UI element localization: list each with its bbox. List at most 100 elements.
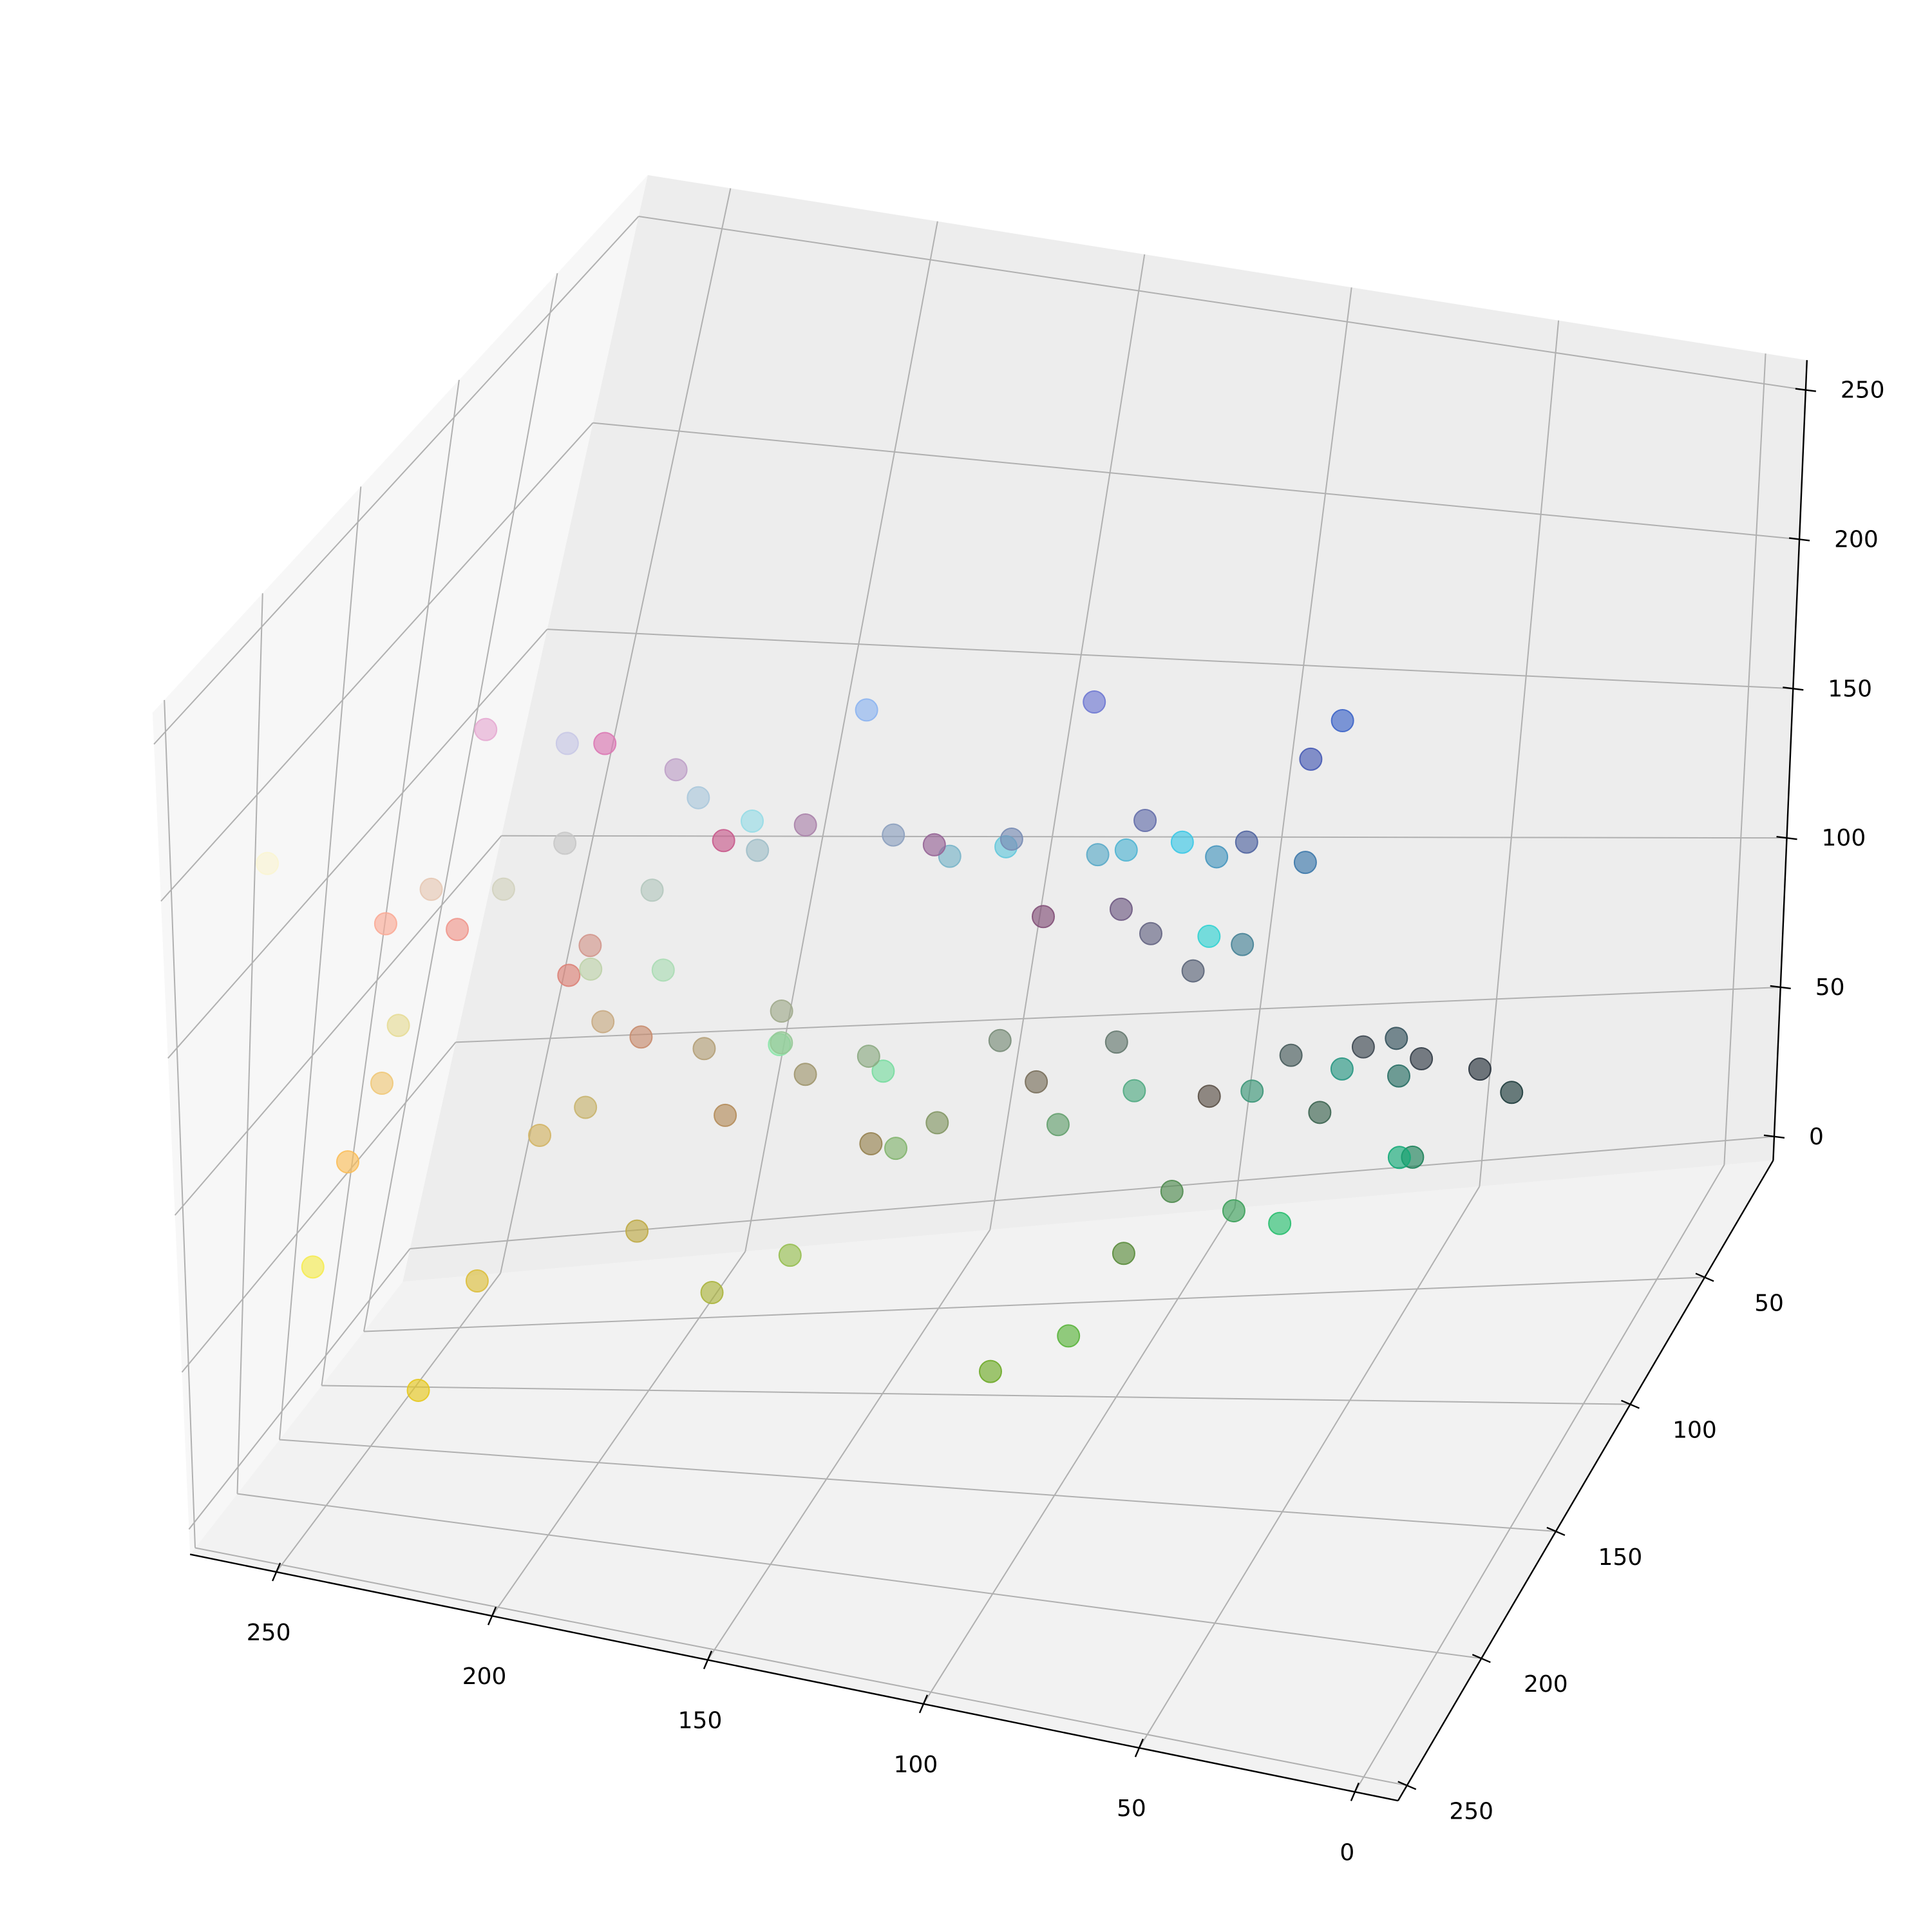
point <box>1104 1030 1128 1054</box>
point <box>712 829 735 853</box>
x-tick <box>1350 1782 1359 1801</box>
grid-line <box>278 486 362 1440</box>
grid-line <box>491 1251 746 1616</box>
point <box>491 877 515 901</box>
point <box>1222 1199 1245 1223</box>
x-tick-label: 100 <box>894 1752 938 1778</box>
point <box>1279 1043 1303 1067</box>
grid-line <box>744 221 938 1252</box>
y-tick <box>1695 1273 1714 1282</box>
point <box>1181 959 1205 983</box>
point <box>1293 851 1317 875</box>
grid-line <box>167 629 548 1059</box>
point <box>579 957 603 981</box>
point <box>1205 845 1229 869</box>
grid-line <box>174 835 502 1216</box>
x-tick-label: 0 <box>1340 1839 1354 1866</box>
point <box>1133 809 1157 833</box>
point <box>553 831 577 855</box>
grid-line <box>153 216 639 745</box>
point <box>1032 905 1056 929</box>
point <box>386 1014 410 1037</box>
point <box>770 1031 793 1055</box>
grid-line <box>707 1229 991 1661</box>
point <box>446 918 469 942</box>
y-tick-label: 100 <box>1672 1417 1717 1444</box>
x-tick-label: 200 <box>462 1663 507 1690</box>
z-tick <box>1788 537 1810 542</box>
point <box>1086 843 1110 867</box>
y-tick <box>1546 1526 1566 1537</box>
point <box>1308 1101 1332 1124</box>
point <box>793 1063 817 1086</box>
y-tick-label: 150 <box>1598 1544 1643 1571</box>
y-axis-line <box>1397 1160 1774 1801</box>
point <box>1331 709 1354 733</box>
point <box>1109 897 1133 921</box>
z-tick <box>1763 1134 1785 1139</box>
grid-line <box>363 273 558 1332</box>
point <box>1299 747 1323 771</box>
point <box>374 912 397 936</box>
point <box>999 827 1023 851</box>
z-tick <box>1776 835 1797 840</box>
point <box>465 1269 489 1293</box>
z-tick-label: 250 <box>1841 377 1885 404</box>
point <box>988 1028 1012 1052</box>
grid-line <box>236 593 263 1494</box>
grid-line <box>160 422 594 902</box>
grid-line <box>321 1385 1631 1405</box>
point <box>925 1111 949 1135</box>
back-pane <box>402 175 1807 1282</box>
point <box>555 732 579 755</box>
grid-line <box>321 379 460 1386</box>
point <box>1114 838 1138 862</box>
x-tick <box>487 1606 497 1625</box>
point <box>593 732 617 755</box>
point <box>687 786 710 810</box>
x-axis-line <box>189 1553 1399 1802</box>
x-tick <box>918 1694 929 1714</box>
point <box>1235 830 1258 854</box>
grid-line <box>547 629 1794 690</box>
point <box>256 851 279 875</box>
y-tick <box>1621 1399 1640 1409</box>
point <box>714 1103 737 1127</box>
point <box>1083 690 1106 714</box>
z-tick <box>1795 388 1817 392</box>
point <box>557 963 581 987</box>
point <box>474 717 498 741</box>
grid-line <box>923 1208 1236 1705</box>
point <box>336 1150 359 1174</box>
z-tick-label: 0 <box>1809 1124 1824 1150</box>
x-tick-label: 50 <box>1117 1795 1146 1822</box>
grid-line <box>279 1439 1556 1532</box>
point <box>884 1137 908 1160</box>
point <box>855 698 878 722</box>
point <box>1468 1057 1492 1081</box>
grid-line <box>188 1248 411 1530</box>
x-tick-label: 150 <box>678 1708 723 1734</box>
z-tick-label: 200 <box>1834 526 1879 553</box>
grid-line <box>194 1547 1407 1786</box>
point <box>882 823 905 847</box>
point <box>1170 830 1194 854</box>
point <box>857 1045 880 1068</box>
point <box>793 813 817 837</box>
point <box>1046 1113 1070 1137</box>
y-tick <box>1397 1781 1417 1790</box>
z-tick-label: 50 <box>1815 974 1845 1001</box>
x-tick <box>703 1651 713 1670</box>
point <box>1268 1211 1292 1235</box>
floor-pane <box>190 1160 1774 1801</box>
grid-line <box>1723 353 1766 1165</box>
point <box>1112 1242 1135 1265</box>
point <box>1057 1324 1081 1348</box>
point <box>625 1219 649 1243</box>
point <box>1025 1070 1048 1094</box>
y-tick-label: 200 <box>1524 1671 1568 1698</box>
z-tick-label: 100 <box>1822 825 1866 851</box>
point <box>1500 1081 1524 1104</box>
point <box>1231 933 1255 956</box>
